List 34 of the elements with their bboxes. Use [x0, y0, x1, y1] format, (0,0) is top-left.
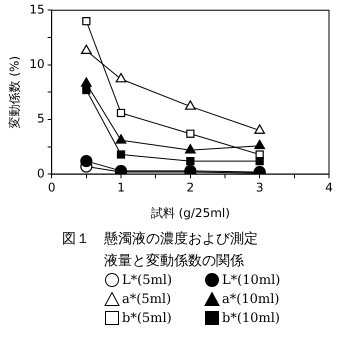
point	[254, 124, 266, 134]
x-tick-label: 2	[186, 180, 194, 195]
y-axis-title: 変動係数 (%)	[7, 56, 22, 128]
point	[184, 100, 196, 110]
point	[80, 154, 92, 168]
point	[82, 17, 90, 26]
point	[254, 140, 266, 150]
point	[186, 156, 194, 166]
point	[82, 86, 90, 94]
point	[186, 130, 194, 138]
point	[80, 44, 92, 54]
y-tick-label: 5	[37, 112, 45, 126]
legend-label: b*(5ml)	[122, 310, 172, 326]
y-tick-label: 0	[37, 166, 45, 180]
legend-label: b*(10ml)	[222, 310, 280, 326]
point	[116, 72, 126, 82]
x-tick-label: 0	[48, 180, 56, 195]
text: 図１ 懸濁液の濃度および測定液量と変動係数の関係	[62, 230, 259, 271]
point	[80, 77, 92, 87]
x-tick-label: 4	[325, 180, 333, 195]
point	[116, 108, 126, 118]
legend-label: a*(5ml)	[122, 292, 172, 306]
legend-label: a*(10ml)	[222, 292, 280, 306]
point	[256, 156, 264, 166]
y-tick-label: 15	[29, 2, 45, 16]
legend-label: L*(10ml)	[222, 272, 280, 288]
point	[184, 144, 196, 154]
x-axis-title: 試料 (g/25ml)	[150, 206, 230, 220]
x-tick-label: 3	[256, 180, 264, 195]
point	[116, 134, 126, 144]
point	[116, 150, 126, 159]
legend-label: L*(5ml)	[122, 272, 172, 288]
y-tick-label: 10	[29, 56, 45, 71]
x-tick-label: 1	[117, 180, 125, 195]
